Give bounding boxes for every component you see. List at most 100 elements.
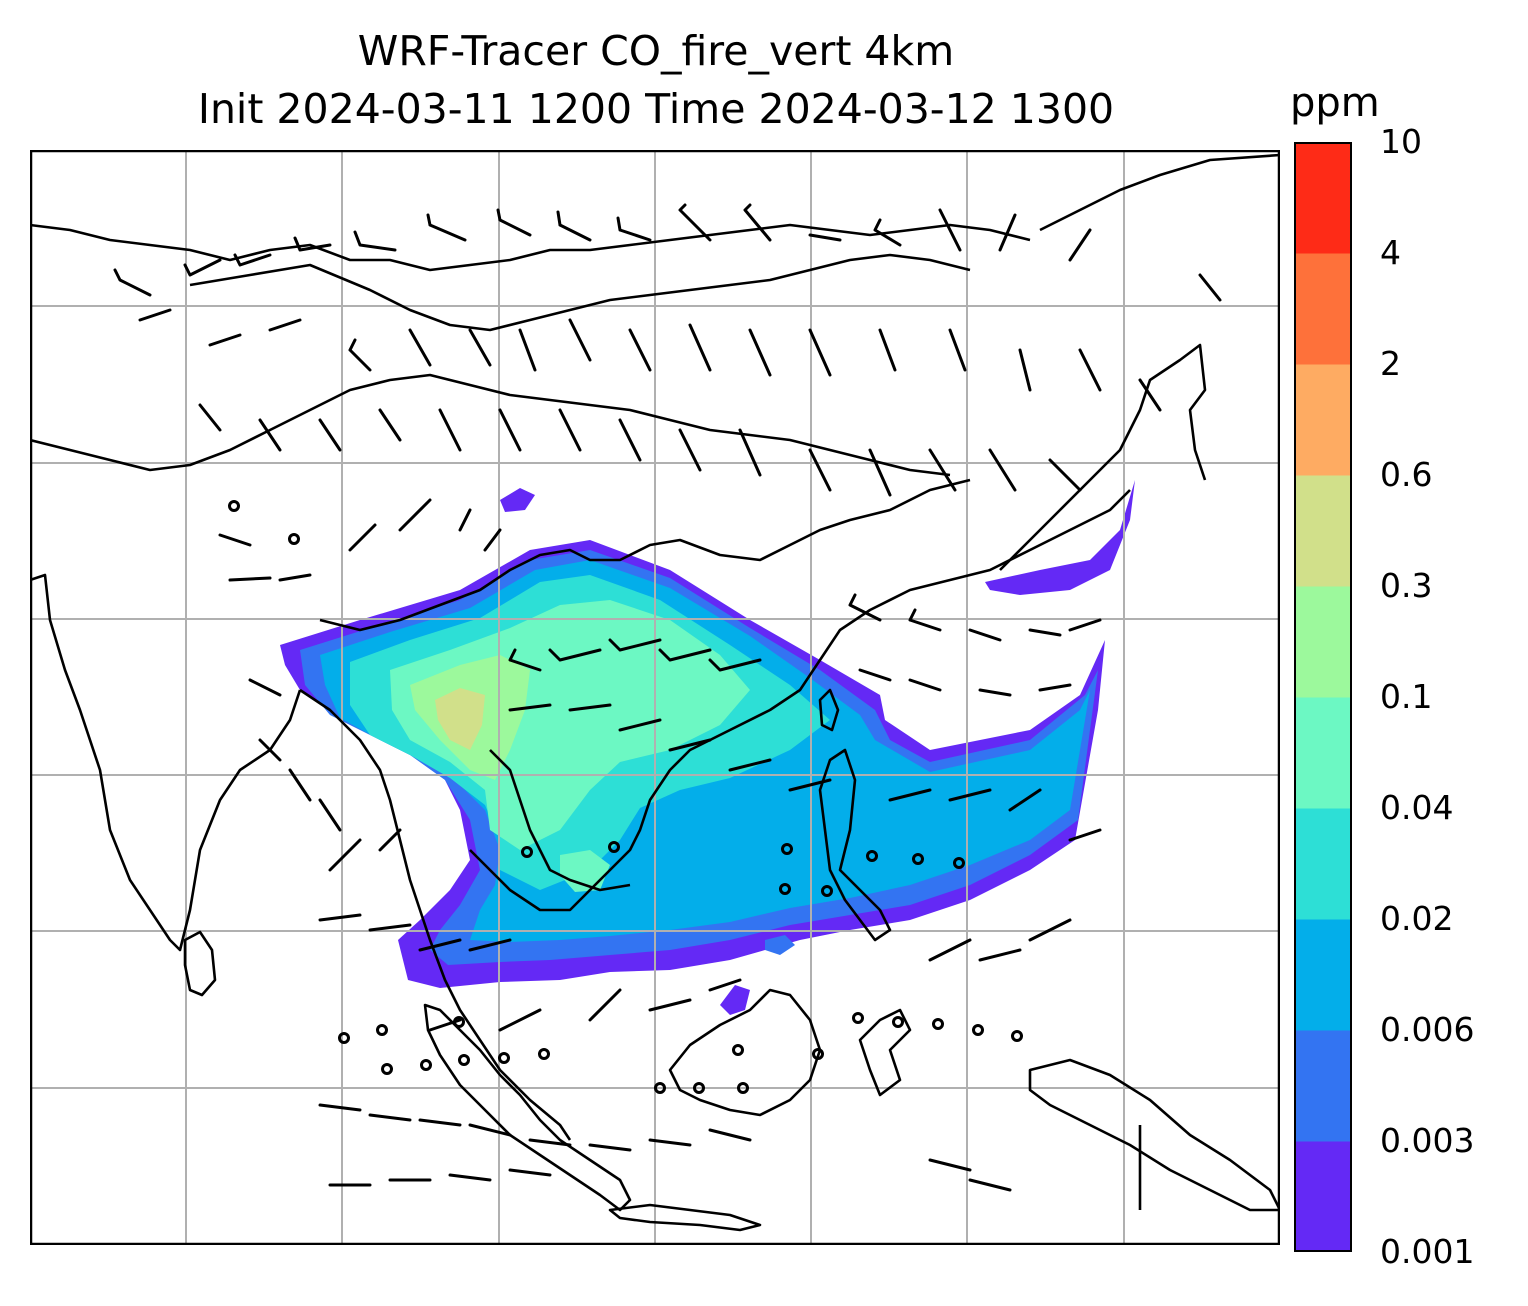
border-indochina	[489, 749, 631, 892]
colorbar-bands	[1294, 142, 1352, 1252]
calm-wind-circle	[821, 885, 833, 897]
wind-barb	[113, 268, 152, 297]
wind-barb	[1138, 378, 1162, 412]
calm-wind-circle	[866, 850, 878, 862]
map-panel	[30, 150, 1280, 1245]
wind-barb	[1078, 348, 1102, 392]
calm-wind-circle	[779, 883, 791, 895]
plume-patch-east	[985, 480, 1135, 595]
wind-barb	[418, 938, 462, 952]
wind-barb	[378, 408, 402, 442]
calm-wind-circle	[458, 1054, 470, 1066]
wind-barb	[368, 1113, 412, 1122]
wind-barb	[183, 258, 222, 277]
wind-barb	[998, 213, 1017, 252]
calm-wind-circle	[972, 1024, 984, 1036]
wind-barb	[1028, 628, 1062, 637]
wind-barb	[908, 608, 942, 632]
calm-wind-circle	[381, 1063, 393, 1075]
wind-barb	[318, 418, 342, 452]
wind-barb	[1028, 918, 1072, 942]
wind-barb	[508, 1168, 552, 1177]
calm-wind-circle	[420, 1059, 432, 1071]
wind-barb	[288, 768, 312, 802]
colorbar-band	[1294, 586, 1352, 698]
colorbar-band	[1294, 364, 1352, 476]
wind-barb	[438, 408, 462, 452]
colorbar-band	[1294, 808, 1352, 920]
colorbar-units-label: ppm	[1290, 80, 1380, 126]
lat-lon-gridlines	[30, 150, 1280, 1245]
colorbar-border	[1294, 142, 1352, 1252]
wind-barb	[848, 593, 882, 622]
coast-sumatra	[423, 1003, 632, 1212]
wind-barb	[1068, 618, 1102, 632]
colorbar-tick-label: 0.6	[1380, 455, 1433, 494]
wind-barb	[708, 978, 742, 992]
wind-barb	[878, 328, 897, 372]
wind-barb	[948, 328, 967, 372]
calm-wind-circle	[608, 841, 620, 853]
plume-band-0.3	[435, 688, 485, 750]
colorbar-band	[1294, 253, 1352, 365]
colorbar-band	[1294, 475, 1352, 587]
wind-barb	[628, 328, 652, 372]
colorbar-tick-label: 0.3	[1380, 566, 1433, 605]
wind-barb	[508, 703, 552, 712]
wind-barb	[258, 418, 282, 452]
calm-wind-circle	[812, 1048, 824, 1060]
calm-wind-markers	[228, 500, 1023, 1094]
wind-barb	[968, 1178, 1012, 1192]
wind-barb	[743, 203, 772, 242]
map-title-line2: Init 2024-03-11 1200 Time 2024-03-12 130…	[197, 85, 1115, 133]
colorbar-tick-label: 0.006	[1380, 1010, 1475, 1049]
coast-korea-japan	[1039, 153, 1280, 232]
wind-barb	[348, 338, 372, 372]
wind-barb	[558, 408, 582, 452]
border-russia	[30, 223, 1031, 272]
wind-barb	[218, 533, 252, 547]
wind-barb	[408, 328, 432, 367]
wind-barb	[868, 448, 892, 497]
wind-barb	[1068, 228, 1092, 262]
calm-wind-circle	[521, 846, 533, 858]
calm-wind-circle	[892, 1016, 904, 1028]
wind-barb	[198, 403, 222, 432]
wind-barb	[648, 998, 692, 1012]
calm-wind-circle	[912, 853, 924, 865]
wind-barb	[908, 678, 942, 692]
wind-barb	[988, 448, 1017, 492]
wind-barb	[708, 658, 762, 672]
wind-barb	[678, 203, 712, 242]
wind-barb	[328, 838, 362, 872]
wind-barb	[1008, 788, 1042, 812]
wind-barb	[568, 318, 592, 362]
border-china-south	[319, 478, 971, 632]
colorbar-band	[1294, 697, 1352, 809]
map-title-line1: WRF-Tracer CO_fire_vert 4km	[357, 27, 955, 75]
colorbar-tick-label: 0.04	[1380, 788, 1454, 827]
colorbar-tick-label: 0.003	[1380, 1121, 1475, 1160]
wind-barb	[208, 333, 242, 347]
calm-wind-circle	[737, 1082, 749, 1094]
wind-barb	[268, 318, 302, 332]
wind-barb	[618, 718, 662, 732]
colorbar	[1294, 142, 1352, 1252]
wind-barb	[978, 688, 1012, 697]
wind-barb	[556, 210, 592, 242]
calm-wind-circle	[376, 1024, 388, 1036]
wind-barb	[278, 573, 312, 582]
wind-barb	[938, 208, 962, 252]
wind-barb	[1198, 273, 1222, 302]
coast-myanmar-thai	[299, 688, 572, 1141]
wind-barb	[318, 913, 362, 922]
wind-barb	[1038, 683, 1072, 692]
coast-java	[608, 1203, 762, 1232]
wind-barb	[808, 328, 832, 377]
wind-barb	[728, 758, 772, 772]
calm-wind-circle	[288, 533, 300, 545]
map-border	[30, 150, 1280, 1245]
wind-barb	[293, 236, 332, 252]
wind-barb	[1068, 828, 1102, 842]
calm-wind-circle	[781, 843, 793, 855]
